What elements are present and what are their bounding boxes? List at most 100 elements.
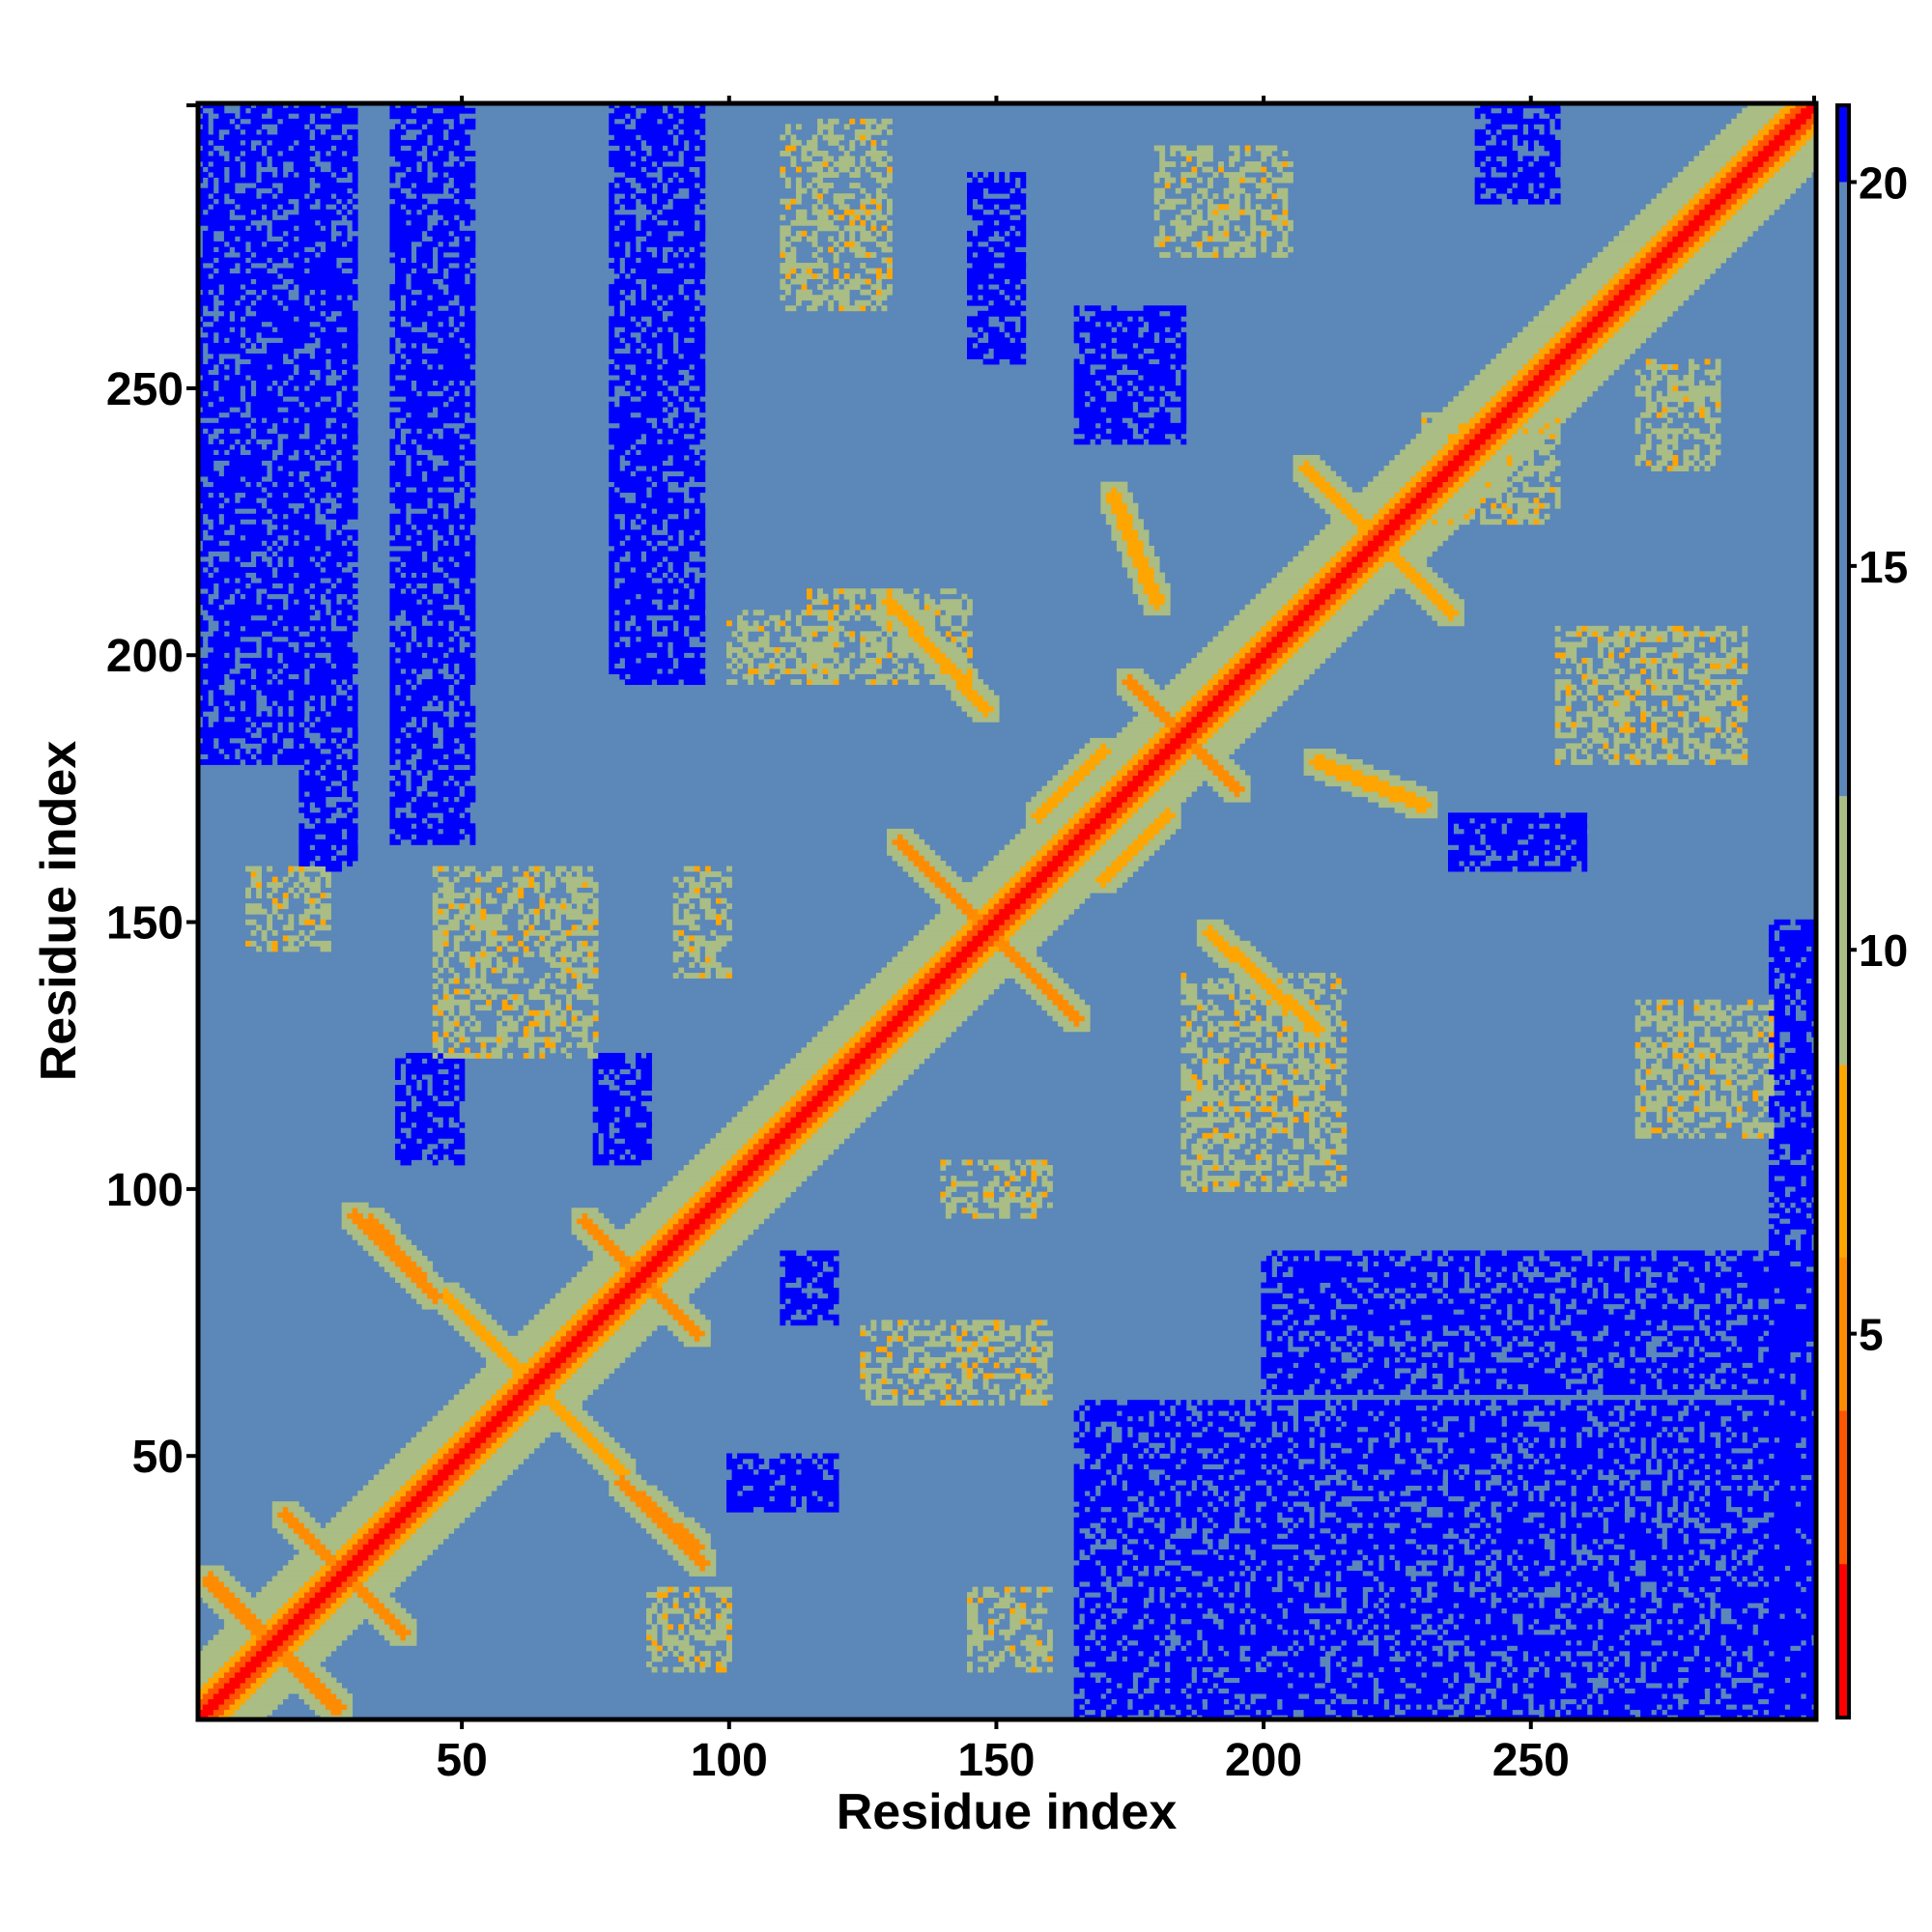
heatmap-cell <box>394 1122 412 1128</box>
heatmap-cell <box>1282 1469 1337 1475</box>
heatmap-cell <box>1309 1629 1331 1635</box>
heatmap-cell <box>1704 1373 1711 1379</box>
heatmap-cell <box>1180 1495 1219 1502</box>
heatmap-cell <box>448 1288 466 1294</box>
heatmap-cell <box>1576 1661 1582 1667</box>
heatmap-cell <box>1453 1544 1464 1550</box>
heatmap-cell <box>1309 1132 1321 1139</box>
heatmap-cell <box>780 1127 797 1134</box>
heatmap-cell <box>988 1159 1010 1166</box>
heatmap-cell <box>208 1603 225 1609</box>
heatmap-cell <box>1208 1645 1219 1652</box>
heatmap-cell <box>763 1122 776 1128</box>
heatmap-cell <box>1560 1453 1599 1460</box>
heatmap-cell <box>1752 1052 1770 1059</box>
heatmap-cell <box>293 1554 321 1561</box>
heatmap-cell <box>1170 1661 1256 1667</box>
heatmap-cell <box>1127 1597 1144 1604</box>
heatmap-cell <box>277 1527 295 1534</box>
heatmap-cell <box>336 1554 343 1561</box>
heatmap-cell <box>1597 1485 1620 1492</box>
heatmap-cell <box>993 1165 1000 1171</box>
heatmap-cell <box>704 1624 711 1631</box>
heatmap-cell <box>1410 1436 1428 1443</box>
heatmap-cell <box>1041 1656 1048 1662</box>
heatmap-cell <box>1094 1495 1128 1502</box>
heatmap-cell <box>592 1064 631 1069</box>
heatmap-cell <box>1554 1469 1572 1475</box>
heatmap-cell <box>1603 1544 1614 1550</box>
heatmap-cell <box>1090 1453 1101 1460</box>
heatmap-cell <box>1293 1666 1326 1673</box>
heatmap-cell <box>683 1165 722 1171</box>
heatmap-cell <box>528 1394 540 1401</box>
heatmap-cell <box>1265 1176 1272 1181</box>
heatmap-cell <box>875 1346 888 1352</box>
heatmap-cell <box>1736 1383 1817 1390</box>
heatmap-cell <box>1324 1683 1352 1689</box>
heatmap-cell <box>646 1239 658 1246</box>
heatmap-cell <box>1271 1111 1278 1118</box>
heatmap-cell <box>1699 1005 1711 1011</box>
heatmap-cell <box>784 1271 818 1278</box>
heatmap-cell <box>646 1277 658 1283</box>
heatmap-cell <box>689 1314 706 1321</box>
heatmap-cell <box>678 1629 685 1635</box>
heatmap-cell <box>1442 1634 1464 1641</box>
heatmap-cell <box>817 1458 823 1464</box>
heatmap-cell <box>442 1501 481 1508</box>
heatmap-cell <box>1309 1330 1316 1337</box>
heatmap-cell <box>1645 1436 1652 1443</box>
heatmap-cell <box>406 1052 433 1059</box>
heatmap-cell <box>394 1261 417 1267</box>
heatmap-cell <box>1720 1255 1727 1262</box>
heatmap-cell <box>1250 1020 1272 1027</box>
heatmap-cell <box>1175 1485 1192 1492</box>
heatmap-cell <box>1180 1015 1187 1022</box>
heatmap-cell <box>1603 1277 1625 1283</box>
heatmap-cell <box>518 1378 529 1384</box>
heatmap-cell <box>1763 1458 1817 1464</box>
heatmap-cell <box>1282 1453 1293 1460</box>
heatmap-cell <box>1261 999 1267 1006</box>
heatmap-cell <box>1768 1218 1780 1225</box>
heatmap-cell <box>1436 1362 1449 1369</box>
heatmap-cell <box>1314 1426 1321 1433</box>
heatmap-cell <box>1180 999 1203 1006</box>
heatmap-cell <box>1710 1693 1721 1700</box>
heatmap-cell <box>1031 1208 1037 1214</box>
heatmap-cell <box>277 1656 299 1662</box>
heatmap-cell <box>1805 1153 1818 1160</box>
heatmap-cell <box>411 1533 449 1540</box>
heatmap-cell <box>1495 1410 1513 1417</box>
heatmap-cell <box>988 1202 1010 1208</box>
heatmap-cell <box>373 1533 390 1540</box>
heatmap-cell <box>678 1624 685 1631</box>
heatmap-cell <box>384 1250 407 1257</box>
heatmap-cell <box>1533 1362 1555 1369</box>
heatmap-cell <box>1662 1501 1673 1508</box>
heatmap-cell <box>721 1661 727 1667</box>
heatmap-cell <box>1293 1271 1384 1278</box>
heatmap-cell <box>795 1149 834 1155</box>
heatmap-cell <box>683 1261 722 1267</box>
heatmap-cell <box>940 994 952 1001</box>
heatmap-cell <box>892 1015 909 1022</box>
heatmap-cell <box>1645 1303 1662 1310</box>
heatmap-cell <box>1335 1180 1348 1187</box>
heatmap-cell <box>902 1400 925 1406</box>
heatmap-cell <box>1426 1293 1443 1299</box>
heatmap-cell <box>1533 1491 1540 1497</box>
heatmap-cell <box>406 1074 412 1080</box>
heatmap-cell <box>758 1469 770 1475</box>
heatmap-cell <box>1447 1426 1470 1433</box>
heatmap-cell <box>1805 1176 1818 1181</box>
heatmap-cell <box>1805 1389 1818 1396</box>
heatmap-cell <box>1571 1571 1609 1577</box>
heatmap-cell <box>1715 1335 1721 1342</box>
heatmap-cell <box>1271 1330 1283 1337</box>
heatmap-cell <box>1330 1009 1337 1016</box>
heatmap-cell <box>1288 1153 1299 1160</box>
heatmap-cell <box>1341 1298 1363 1305</box>
heatmap-cell <box>1752 1031 1759 1037</box>
